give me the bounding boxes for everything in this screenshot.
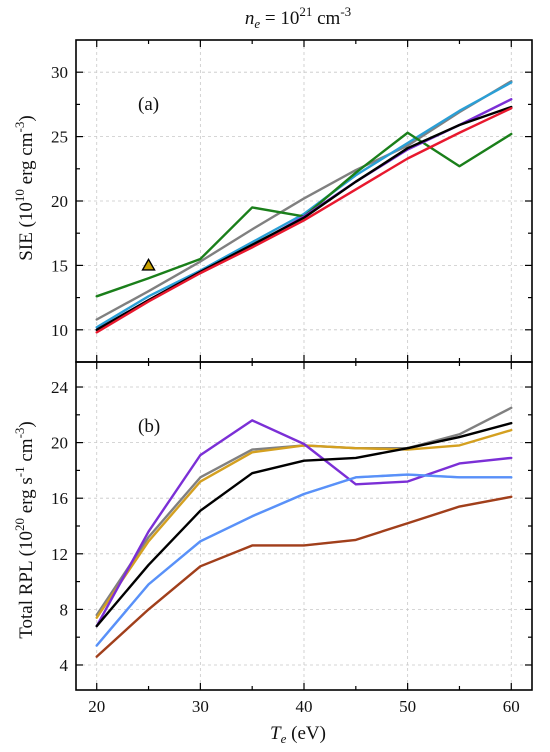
y-tick-label: 25: [51, 128, 68, 147]
y-tick-label: 15: [51, 256, 68, 275]
panel-b-ylabel: Total RPL (1020 erg s-1 cm-3): [12, 421, 37, 639]
y-tick-label: 12: [51, 545, 68, 564]
series-line-0: [95, 80, 513, 321]
y-tick-label: 4: [60, 656, 69, 675]
series-line-6: [95, 473, 513, 647]
x-tick-label: 40: [296, 697, 313, 716]
x-axis-title: Te (eV): [270, 723, 326, 746]
series-line-1: [95, 81, 513, 329]
x-tick-label: 50: [399, 697, 416, 716]
x-tick-label: 60: [503, 697, 520, 716]
marker-triangle-0: [141, 257, 156, 271]
panel-a: 10 15 20 25 30 (a): [51, 39, 533, 363]
figure-title: ne = 1021 cm-3: [245, 4, 351, 31]
y-tick-label: 24: [51, 378, 69, 397]
y-tick-label: 10: [51, 321, 68, 340]
series-line-4: [95, 419, 513, 628]
y-tick-label: 16: [51, 489, 68, 508]
x-tick-label: 20: [88, 697, 105, 716]
series-line-7: [95, 495, 513, 658]
series-line-5: [95, 107, 513, 334]
y-tick-label: 20: [51, 434, 68, 453]
y-tick-label: 20: [51, 192, 68, 211]
panel-a-ylabel: SIE (1010 erg cm-3): [12, 115, 37, 260]
y-tick-label: 8: [60, 600, 69, 619]
series-line-5: [95, 421, 513, 628]
panel-label: (a): [138, 94, 159, 115]
x-tick-label: 30: [192, 697, 209, 716]
panel-b: 20 30 40 50 60 4 8 12 16 20 24 (b): [51, 361, 533, 716]
panel-label: (b): [138, 416, 160, 437]
y-tick-label: 30: [51, 63, 68, 82]
